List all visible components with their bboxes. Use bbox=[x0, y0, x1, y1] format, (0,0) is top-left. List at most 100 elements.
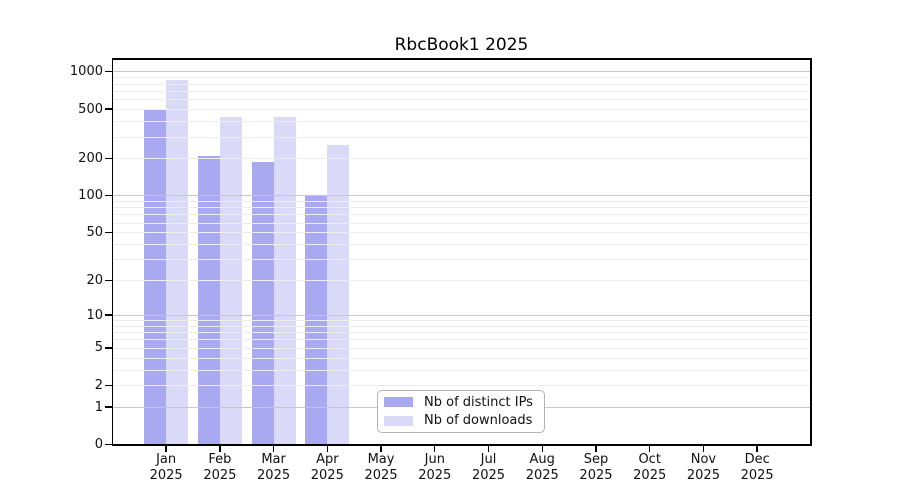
x-tick-year: 2025 bbox=[579, 468, 613, 483]
bar-distinct-ips-feb bbox=[197, 155, 220, 445]
x-tick-year: 2025 bbox=[364, 468, 398, 483]
minor-gridline bbox=[113, 244, 810, 246]
x-tick-label-dec: Dec 2025 bbox=[727, 452, 787, 484]
x-tick-mark bbox=[272, 445, 275, 453]
x-tick-label-oct: Oct 2025 bbox=[620, 452, 680, 484]
x-tick-mark bbox=[380, 445, 382, 453]
major-gridline bbox=[113, 314, 810, 316]
x-tick-mark bbox=[434, 445, 436, 453]
x-tick-year: 2025 bbox=[740, 468, 774, 483]
x-tick-label-jul: Jul 2025 bbox=[459, 452, 519, 484]
minor-gridline bbox=[113, 232, 810, 234]
minor-gridline bbox=[113, 332, 810, 334]
y-tick-label: 5 bbox=[94, 340, 103, 356]
minor-gridline bbox=[113, 136, 810, 138]
y-tick-mark bbox=[105, 157, 112, 160]
bar-downloads-apr bbox=[327, 145, 350, 445]
minor-gridline bbox=[113, 339, 810, 341]
legend-swatch-distinct-ips bbox=[384, 396, 413, 408]
minor-gridline bbox=[113, 201, 810, 203]
y-tick-label: 200 bbox=[78, 150, 103, 166]
x-tick-label-apr: Apr 2025 bbox=[297, 452, 357, 484]
minor-gridline bbox=[113, 109, 810, 111]
y-tick-mark bbox=[105, 231, 112, 234]
minor-gridline bbox=[113, 259, 810, 261]
minor-gridline bbox=[113, 357, 810, 359]
y-tick-label: 10 bbox=[86, 307, 103, 323]
legend-item-distinct-ips: Nb of distinct IPs bbox=[384, 395, 544, 410]
x-tick-label-feb: Feb 2025 bbox=[190, 452, 250, 484]
legend-swatch-downloads bbox=[384, 415, 413, 427]
x-tick-year: 2025 bbox=[203, 468, 237, 483]
chart-title: RbcBook1 2025 bbox=[394, 35, 529, 55]
bar-distinct-ips-jan bbox=[144, 109, 167, 445]
y-tick-mark bbox=[105, 384, 112, 386]
minor-gridline bbox=[113, 325, 810, 327]
legend-label-distinct-ips: Nb of distinct IPs bbox=[424, 394, 533, 410]
major-gridline bbox=[113, 194, 810, 197]
minor-gridline bbox=[113, 207, 810, 209]
y-tick-label: 100 bbox=[78, 187, 103, 203]
minor-gridline bbox=[113, 222, 810, 224]
x-tick-mark bbox=[649, 445, 651, 453]
x-tick-mark bbox=[165, 445, 167, 453]
minor-gridline bbox=[113, 158, 810, 160]
major-gridline bbox=[113, 71, 810, 73]
x-tick-label-aug: Aug 2025 bbox=[512, 452, 572, 484]
y-tick-mark bbox=[105, 443, 112, 446]
y-tick-mark bbox=[105, 314, 112, 316]
minor-gridline bbox=[113, 385, 810, 387]
y-tick-mark bbox=[105, 108, 112, 110]
minor-gridline bbox=[113, 347, 810, 349]
bar-distinct-ips-mar bbox=[251, 161, 274, 445]
y-tick-mark bbox=[105, 406, 112, 408]
left-spine bbox=[111, 58, 114, 447]
minor-gridline bbox=[113, 77, 810, 79]
y-tick-mark bbox=[105, 279, 112, 281]
y-tick-label: 50 bbox=[86, 224, 103, 240]
minor-gridline bbox=[113, 83, 810, 85]
x-tick-label-may: May 2025 bbox=[351, 452, 411, 484]
x-tick-mark bbox=[219, 445, 221, 453]
minor-gridline bbox=[113, 214, 810, 216]
x-tick-mark bbox=[487, 445, 490, 453]
x-tick-year: 2025 bbox=[418, 468, 452, 483]
minor-gridline bbox=[113, 121, 810, 123]
bottom-spine bbox=[111, 444, 812, 446]
x-tick-mark bbox=[702, 445, 705, 453]
x-tick-year: 2025 bbox=[257, 468, 291, 483]
y-tick-label: 20 bbox=[86, 272, 103, 288]
x-tick-year: 2025 bbox=[310, 468, 344, 483]
x-tick-year: 2025 bbox=[471, 468, 506, 483]
legend: Nb of distinct IPs Nb of downloads bbox=[377, 390, 545, 433]
x-tick-year: 2025 bbox=[525, 468, 559, 483]
x-tick-mark bbox=[756, 445, 758, 453]
right-spine bbox=[810, 58, 812, 447]
x-tick-mark bbox=[541, 445, 543, 453]
y-tick-mark bbox=[105, 71, 112, 73]
x-tick-year: 2025 bbox=[149, 468, 183, 483]
y-tick-label: 1 bbox=[94, 399, 103, 415]
minor-gridline bbox=[113, 99, 810, 101]
x-tick-mark bbox=[595, 445, 597, 453]
y-tick-label: 1000 bbox=[69, 64, 103, 80]
x-tick-mark bbox=[326, 445, 328, 453]
y-tick-label: 500 bbox=[78, 101, 103, 117]
y-tick-mark bbox=[105, 347, 112, 349]
x-tick-label-nov: Nov 2025 bbox=[673, 452, 733, 484]
legend-label-downloads: Nb of downloads bbox=[424, 413, 533, 429]
y-tick-label: 0 bbox=[94, 437, 103, 452]
minor-gridline bbox=[113, 320, 810, 322]
x-tick-label-jan: Jan 2025 bbox=[136, 452, 196, 484]
y-tick-label: 2 bbox=[94, 377, 103, 393]
x-tick-year: 2025 bbox=[633, 468, 667, 483]
minor-gridline bbox=[113, 280, 810, 282]
x-tick-year: 2025 bbox=[686, 468, 720, 483]
top-spine bbox=[111, 58, 812, 60]
minor-gridline bbox=[113, 369, 810, 371]
y-tick-mark bbox=[105, 194, 112, 197]
x-tick-label-mar: Mar 2025 bbox=[244, 452, 304, 484]
legend-item-downloads: Nb of downloads bbox=[384, 413, 544, 428]
bar-distinct-ips-apr bbox=[305, 195, 328, 445]
